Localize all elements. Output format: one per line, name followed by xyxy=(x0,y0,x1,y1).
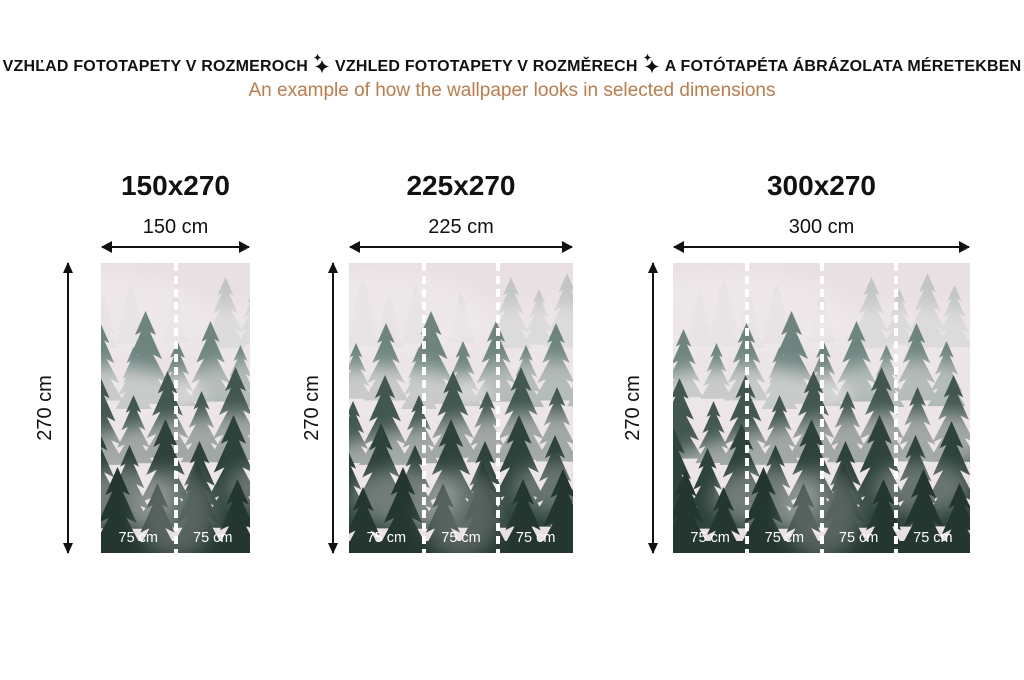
segment-width-label: 75 cm xyxy=(366,530,407,546)
panel-divider-line xyxy=(893,263,898,553)
panel: 150x270 150 cm 270 cm 75 cm 75 cm xyxy=(34,170,250,562)
panel-height-label: 270 cm xyxy=(301,375,323,441)
segment-width-label: 75 cm xyxy=(193,530,233,546)
panel-divider-line xyxy=(745,263,750,553)
segment-width-label: 75 cm xyxy=(118,530,159,546)
title-part: VZHĽAD FOTOTAPETY V ROZMEROCH xyxy=(2,58,308,75)
title-part: A FOTÓTAPÉTA ÁBRÁZOLATA MÉRETEKBEN xyxy=(664,58,1022,75)
segment-width-label: 75 cm xyxy=(838,530,879,546)
panel-size-title: 300x270 xyxy=(766,170,876,201)
width-arrow xyxy=(349,241,573,253)
height-arrow xyxy=(648,262,658,554)
wallpaper-preview: 75 cm 75 cm 75 cm xyxy=(349,263,573,553)
panel: 300x270 300 cm 270 cm 75 cm 75 cm 75 cm 75 … xyxy=(622,170,970,562)
wallpaper-preview: 75 cm 75 cm 75 cm 75 cm xyxy=(673,263,970,553)
wallpaper-preview: 75 cm 75 cm xyxy=(101,263,250,553)
width-arrow xyxy=(101,241,250,253)
height-arrow xyxy=(63,262,73,554)
title-part: VZHLED FOTOTAPETY V ROZMĚRECH xyxy=(334,58,638,75)
subtitle: An example of how the wallpaper looks in… xyxy=(248,80,776,101)
height-arrow xyxy=(328,262,338,554)
panel-divider-line xyxy=(421,263,426,553)
panel-width-label: 300 cm xyxy=(788,216,855,238)
panel-size-title: 225x270 xyxy=(406,170,516,201)
panel-height-label: 270 cm xyxy=(34,375,56,441)
segment-width-label: 75 cm xyxy=(515,530,556,546)
panel-height-label: 270 cm xyxy=(622,375,644,441)
width-arrow xyxy=(673,241,970,253)
misty-forest-photo xyxy=(349,263,573,553)
segment-width-label: 75 cm xyxy=(913,530,953,546)
segment-width-label: 75 cm xyxy=(764,530,805,546)
multilang-title: VZHĽAD FOTOTAPETY V ROZMEROCH VZHLED FOT… xyxy=(0,53,1024,76)
panel-divider-line xyxy=(496,263,501,553)
panel-width-label: 150 cm xyxy=(142,216,209,238)
sparkle-icon xyxy=(312,53,331,76)
segment-width-label: 75 cm xyxy=(690,530,730,546)
segment-width-label: 75 cm xyxy=(441,530,481,546)
panel-divider-line xyxy=(819,263,824,553)
panel-width-label: 225 cm xyxy=(428,216,494,238)
panel-size-title: 150x270 xyxy=(120,170,230,201)
sparkle-icon xyxy=(642,53,661,76)
panel: 225x270 225 cm 270 cm 75 cm 75 cm 75 cm xyxy=(301,170,573,562)
panel-divider-line xyxy=(173,263,178,553)
